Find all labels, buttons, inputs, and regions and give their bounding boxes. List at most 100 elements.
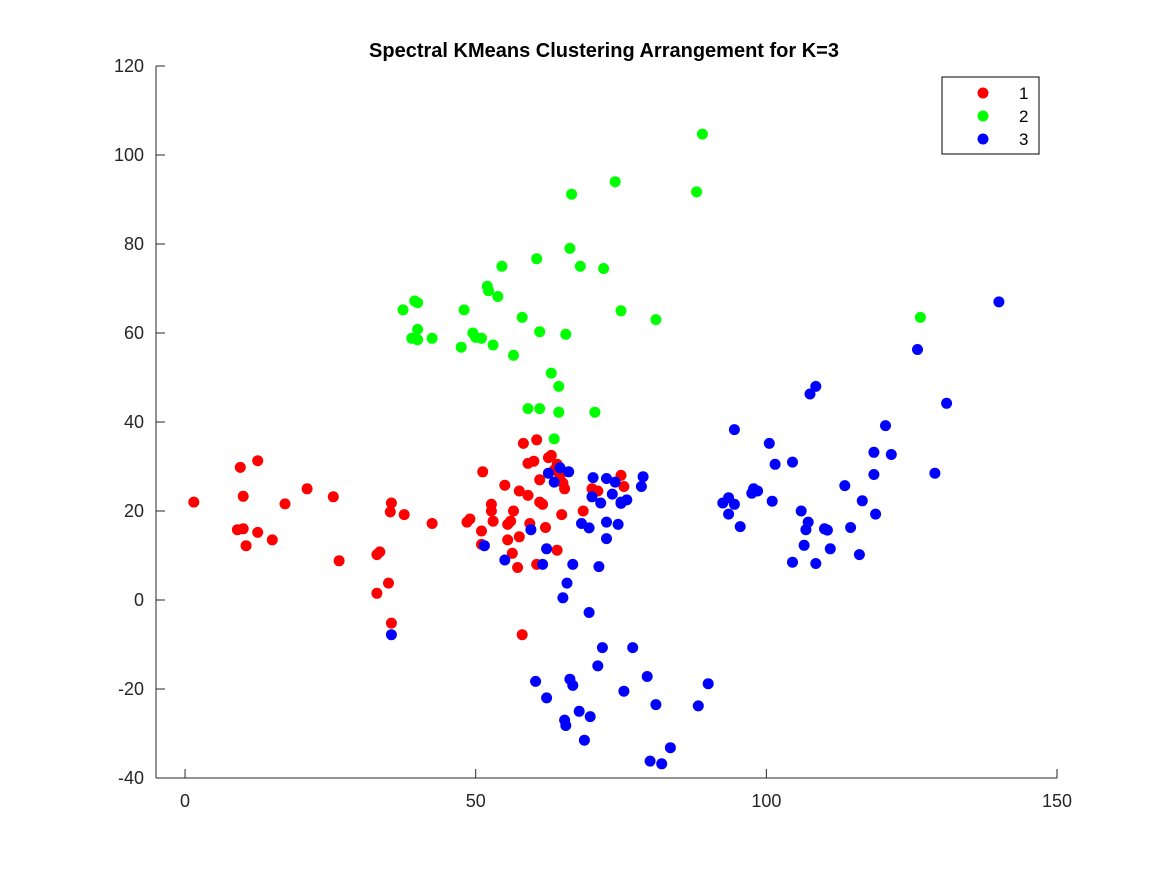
data-point bbox=[564, 242, 576, 254]
data-point bbox=[584, 711, 596, 723]
data-point bbox=[252, 526, 264, 538]
legend-marker-1 bbox=[977, 87, 989, 99]
legend-label-1: 1 bbox=[1019, 84, 1028, 103]
y-tick-label: 100 bbox=[114, 145, 144, 165]
y-tick-label: -20 bbox=[118, 679, 144, 699]
data-point bbox=[702, 678, 714, 690]
data-point bbox=[513, 531, 525, 543]
data-point bbox=[637, 471, 649, 483]
data-point bbox=[528, 455, 540, 467]
data-point bbox=[627, 642, 639, 654]
data-point bbox=[601, 533, 612, 545]
data-point bbox=[560, 328, 572, 340]
data-point bbox=[542, 467, 554, 479]
data-point bbox=[691, 186, 703, 198]
data-point bbox=[696, 128, 708, 140]
data-point bbox=[557, 592, 569, 604]
data-point bbox=[383, 577, 394, 589]
data-point bbox=[583, 522, 595, 534]
data-point bbox=[513, 485, 525, 497]
data-point bbox=[279, 498, 291, 510]
y-tick-label: 80 bbox=[124, 234, 144, 254]
legend-label-2: 2 bbox=[1019, 107, 1028, 126]
data-point bbox=[553, 406, 565, 418]
data-point bbox=[517, 437, 529, 449]
data-point bbox=[499, 554, 511, 566]
data-point bbox=[478, 540, 490, 552]
y-tick-label: 120 bbox=[114, 56, 144, 76]
data-point bbox=[566, 188, 578, 200]
data-point bbox=[561, 577, 573, 589]
data-point bbox=[559, 483, 571, 495]
data-point bbox=[618, 481, 630, 492]
data-point bbox=[397, 304, 409, 316]
data-point bbox=[502, 534, 514, 546]
data-point bbox=[723, 508, 735, 520]
data-point bbox=[506, 547, 518, 559]
data-point bbox=[612, 518, 624, 530]
data-point bbox=[728, 424, 740, 436]
data-point bbox=[914, 311, 926, 323]
data-point bbox=[545, 449, 557, 461]
legend-marker-3 bbox=[977, 133, 989, 145]
data-point bbox=[929, 467, 941, 479]
data-point bbox=[531, 434, 543, 446]
legend-label-3: 3 bbox=[1019, 130, 1028, 149]
data-point bbox=[496, 260, 508, 272]
data-point bbox=[728, 498, 740, 510]
data-point bbox=[692, 700, 704, 712]
data-point bbox=[240, 540, 252, 552]
data-point bbox=[577, 505, 589, 517]
data-point bbox=[798, 539, 810, 551]
data-point bbox=[589, 406, 601, 418]
data-point bbox=[567, 558, 579, 570]
data-point bbox=[563, 466, 575, 478]
data-point bbox=[598, 263, 610, 274]
data-point bbox=[545, 367, 557, 379]
x-tick-label: 150 bbox=[1042, 791, 1072, 811]
data-point bbox=[266, 534, 278, 546]
data-point bbox=[787, 556, 798, 568]
data-point bbox=[398, 509, 410, 521]
data-point bbox=[601, 473, 612, 484]
data-point bbox=[426, 332, 438, 344]
data-point bbox=[664, 742, 676, 754]
data-point bbox=[412, 334, 424, 346]
data-point bbox=[853, 549, 865, 561]
data-point bbox=[483, 285, 494, 297]
data-point bbox=[525, 524, 537, 536]
data-point bbox=[522, 489, 534, 501]
data-point bbox=[941, 397, 953, 409]
data-point bbox=[839, 480, 851, 492]
data-point bbox=[464, 513, 476, 525]
data-point bbox=[516, 311, 528, 323]
data-point bbox=[385, 497, 397, 509]
data-point bbox=[574, 260, 586, 272]
data-point bbox=[541, 543, 553, 555]
data-point bbox=[635, 481, 647, 492]
data-point bbox=[752, 485, 764, 497]
series-3 bbox=[385, 296, 1005, 770]
legend-marker-2 bbox=[977, 110, 989, 122]
data-point bbox=[795, 505, 807, 517]
data-point bbox=[505, 515, 517, 527]
ticks: 0 50 100 150 -40 -20 0 20 40 60 80 100 120 bbox=[114, 56, 1072, 811]
data-point bbox=[384, 506, 396, 518]
data-point bbox=[596, 642, 608, 654]
data-point bbox=[586, 491, 598, 503]
data-point bbox=[530, 675, 542, 687]
data-point bbox=[188, 496, 200, 508]
data-point bbox=[656, 758, 668, 770]
data-point bbox=[548, 476, 560, 488]
series-2 bbox=[397, 128, 926, 445]
data-point bbox=[374, 546, 386, 558]
data-point bbox=[560, 720, 572, 731]
data-point bbox=[804, 388, 816, 400]
data-point bbox=[537, 498, 549, 510]
data-point bbox=[508, 349, 519, 361]
data-point bbox=[885, 449, 897, 460]
data-point bbox=[487, 515, 499, 527]
data-point bbox=[385, 617, 397, 629]
data-point bbox=[606, 488, 618, 500]
legend: 1 2 3 bbox=[941, 76, 1040, 155]
